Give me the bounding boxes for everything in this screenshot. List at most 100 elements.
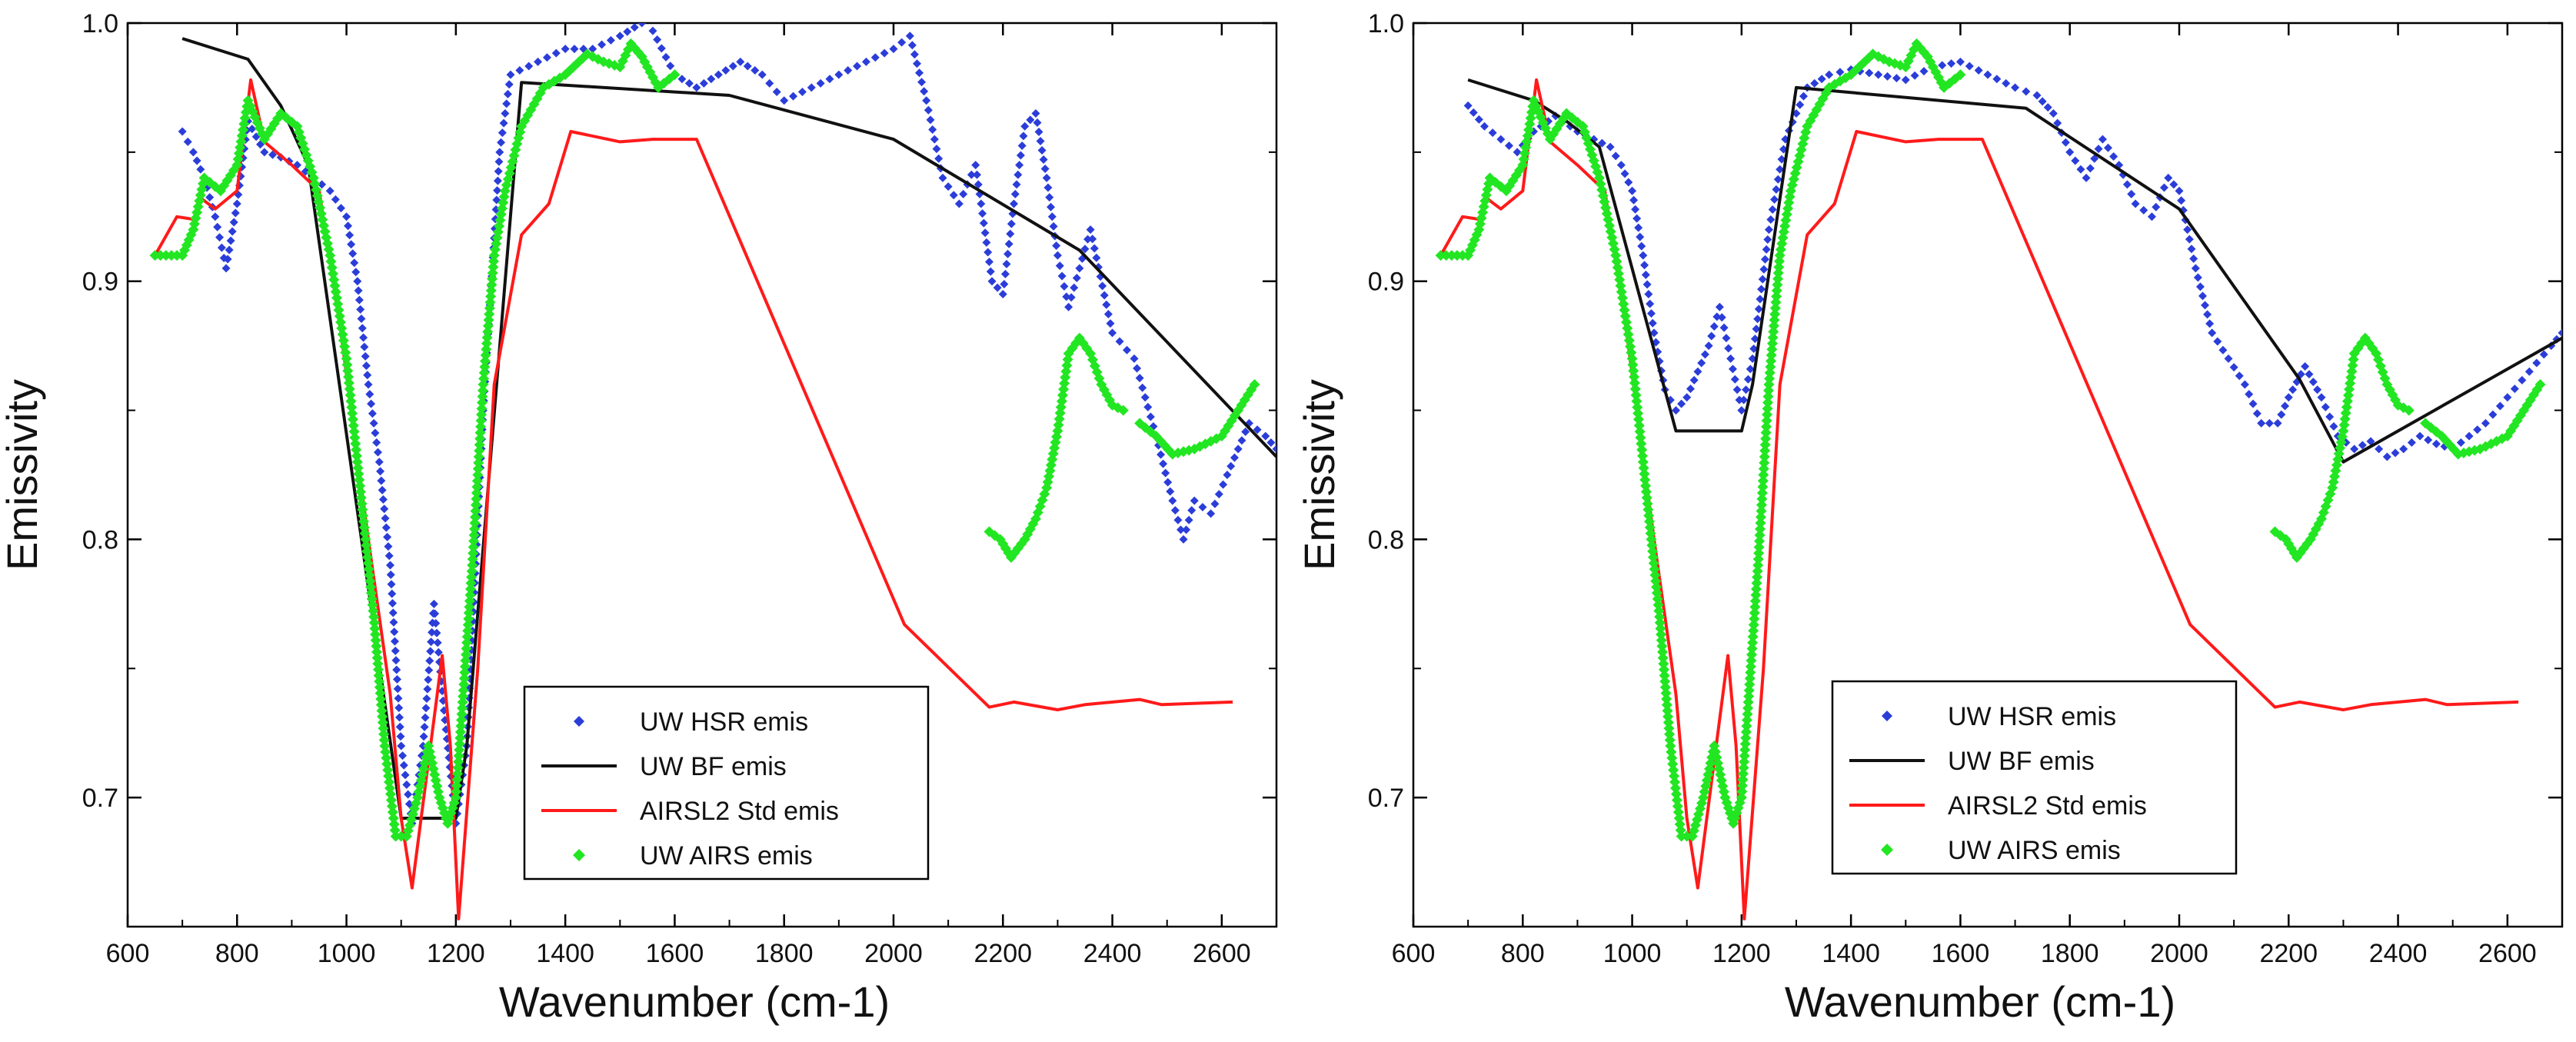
airs-marker bbox=[188, 218, 200, 230]
hsr-marker bbox=[1226, 461, 1236, 471]
airs-marker bbox=[1756, 488, 1768, 498]
hsr-marker bbox=[502, 99, 511, 108]
hsr-marker bbox=[983, 248, 993, 257]
airs-marker bbox=[1628, 365, 1639, 377]
hsr-marker bbox=[1474, 115, 1483, 124]
airs-marker bbox=[160, 250, 171, 261]
airs-marker bbox=[463, 613, 474, 624]
hsr-marker bbox=[1883, 72, 1892, 81]
hsr-marker bbox=[350, 258, 359, 268]
hsr-marker bbox=[365, 390, 374, 399]
hsr-marker bbox=[751, 66, 760, 75]
airs-marker bbox=[1751, 578, 1762, 589]
airs-marker bbox=[348, 420, 359, 431]
airs-marker bbox=[347, 408, 358, 419]
x-tick-label: 600 bbox=[106, 939, 150, 968]
hsr-marker bbox=[2308, 378, 2318, 387]
hsr-marker bbox=[1750, 335, 1759, 344]
hsr-marker bbox=[1479, 122, 1489, 131]
airs-marker bbox=[470, 499, 481, 511]
airs-marker bbox=[1753, 541, 1765, 553]
x-tick-label: 2400 bbox=[2369, 939, 2428, 968]
hsr-marker bbox=[1161, 468, 1170, 478]
hsr-marker bbox=[1000, 279, 1009, 288]
airs-marker bbox=[471, 493, 482, 504]
hsr-marker bbox=[2321, 402, 2330, 411]
hsr-marker bbox=[1060, 281, 1069, 291]
airs-marker bbox=[1757, 481, 1769, 493]
hsr-marker bbox=[2305, 370, 2314, 379]
airs-marker bbox=[457, 697, 468, 708]
airs-marker bbox=[1451, 250, 1463, 261]
airs-marker bbox=[343, 378, 354, 389]
airs-marker bbox=[1440, 250, 1452, 261]
airs-marker bbox=[1754, 529, 1766, 541]
airs-marker bbox=[343, 371, 354, 383]
airs-marker bbox=[461, 643, 472, 654]
airs-marker bbox=[477, 397, 488, 408]
hsr-marker bbox=[2085, 164, 2095, 173]
hsr-marker bbox=[1184, 515, 1193, 524]
airs-marker bbox=[1749, 595, 1761, 607]
hsr-marker bbox=[371, 428, 380, 438]
airs-marker bbox=[452, 762, 464, 774]
x-tick-label: 1000 bbox=[318, 939, 376, 968]
hsr-marker bbox=[325, 186, 334, 195]
airs-marker bbox=[1741, 721, 1752, 732]
airs-marker bbox=[1243, 389, 1254, 401]
hsr-marker bbox=[196, 165, 205, 174]
hsr-marker bbox=[2208, 328, 2217, 338]
airs-marker bbox=[351, 444, 362, 455]
hsr-marker bbox=[1108, 328, 1117, 338]
hsr-marker bbox=[623, 27, 632, 36]
legend-label: UW BF emis bbox=[640, 752, 787, 781]
legend-label: UW AIRS emis bbox=[640, 841, 813, 871]
hsr-marker bbox=[1004, 239, 1013, 248]
hsr-marker bbox=[1266, 438, 1276, 448]
hsr-marker bbox=[924, 105, 933, 115]
hsr-marker bbox=[1190, 496, 1199, 505]
airs-marker bbox=[1742, 708, 1753, 720]
airs-marker bbox=[1636, 438, 1647, 450]
airs-marker bbox=[1743, 691, 1755, 702]
hsr-marker bbox=[1019, 131, 1028, 141]
airs-marker bbox=[469, 511, 481, 523]
hsr-marker bbox=[1717, 313, 1726, 322]
hsr-marker bbox=[1732, 385, 1742, 394]
hsr-marker bbox=[714, 70, 723, 79]
airs-marker bbox=[461, 631, 473, 642]
hsr-marker bbox=[1103, 309, 1113, 318]
airs-marker bbox=[454, 744, 465, 756]
hsr-marker bbox=[1642, 280, 1652, 289]
hsr-marker bbox=[1629, 195, 1639, 205]
airs-marker bbox=[1629, 383, 1641, 394]
hsr-marker bbox=[358, 324, 367, 333]
hsr-marker bbox=[404, 790, 413, 799]
airs-marker bbox=[1699, 786, 1710, 797]
airs-marker bbox=[1756, 493, 1768, 504]
airs-marker bbox=[458, 691, 469, 702]
hsr-marker bbox=[418, 741, 428, 751]
hsr-marker bbox=[1052, 241, 1061, 251]
hsr-marker bbox=[336, 204, 345, 213]
airs-marker bbox=[1752, 571, 1763, 583]
hsr-marker bbox=[211, 212, 220, 221]
hsr-marker bbox=[318, 180, 327, 189]
legend: UW HSR emis UW BF emis AIRSL2 Std emis UW A… bbox=[523, 685, 930, 881]
hsr-marker bbox=[1135, 374, 1144, 383]
hsr-marker bbox=[1062, 292, 1071, 301]
legend-entry-airs: UW AIRS emis bbox=[1881, 836, 2121, 865]
hsr-marker bbox=[570, 45, 579, 54]
hsr-marker bbox=[853, 62, 862, 71]
hsr-marker bbox=[2011, 83, 2020, 92]
hsr-marker bbox=[2076, 165, 2085, 174]
hsr-marker bbox=[432, 628, 441, 638]
hsr-marker bbox=[2164, 173, 2173, 182]
airs-marker bbox=[1741, 714, 1752, 726]
hsr-marker bbox=[1648, 318, 1657, 328]
y-tick-label: 0.7 bbox=[82, 784, 118, 813]
hsr-marker bbox=[938, 173, 947, 182]
hsr-marker bbox=[993, 283, 1002, 292]
airs-marker bbox=[1762, 397, 1774, 408]
legend-label: UW BF emis bbox=[1948, 747, 2095, 776]
